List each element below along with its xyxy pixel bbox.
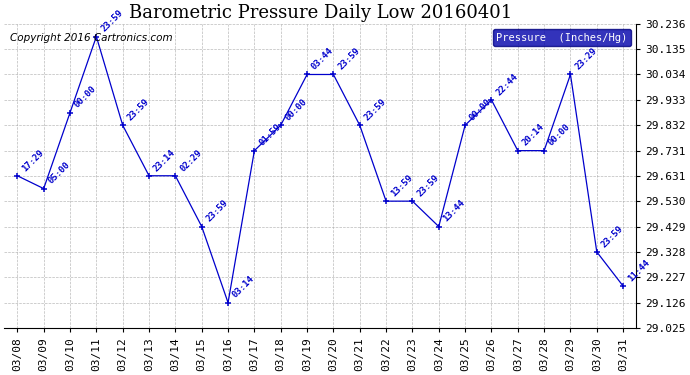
Legend: Pressure  (Inches/Hg): Pressure (Inches/Hg) — [493, 29, 631, 46]
Text: 05:00: 05:00 — [46, 160, 72, 186]
Text: 00:00: 00:00 — [547, 123, 572, 148]
Text: 23:59: 23:59 — [336, 46, 362, 72]
Text: 03:14: 03:14 — [231, 274, 256, 300]
Text: 11:44: 11:44 — [626, 258, 651, 283]
Text: 02:29: 02:29 — [178, 148, 204, 173]
Text: 23:59: 23:59 — [126, 97, 151, 123]
Text: 22:44: 22:44 — [494, 72, 520, 97]
Text: 01:59: 01:59 — [257, 123, 282, 148]
Title: Barometric Pressure Daily Low 20160401: Barometric Pressure Daily Low 20160401 — [128, 4, 512, 22]
Text: 00:00: 00:00 — [468, 97, 493, 123]
Text: 23:59: 23:59 — [362, 97, 388, 123]
Text: 00:00: 00:00 — [284, 97, 309, 123]
Text: 13:44: 13:44 — [442, 198, 467, 224]
Text: 23:59: 23:59 — [600, 224, 625, 249]
Text: 23:59: 23:59 — [415, 173, 441, 198]
Text: Copyright 2016 Cartronics.com: Copyright 2016 Cartronics.com — [10, 33, 173, 43]
Text: 23:14: 23:14 — [152, 148, 177, 173]
Text: 23:59: 23:59 — [204, 198, 230, 224]
Text: 17:29: 17:29 — [20, 148, 46, 173]
Text: 20:14: 20:14 — [520, 123, 546, 148]
Text: 23:29: 23:29 — [573, 46, 599, 72]
Text: 03:44: 03:44 — [310, 46, 335, 72]
Text: 23:59: 23:59 — [99, 8, 124, 34]
Text: 13:59: 13:59 — [389, 173, 414, 198]
Text: 00:00: 00:00 — [72, 84, 98, 110]
